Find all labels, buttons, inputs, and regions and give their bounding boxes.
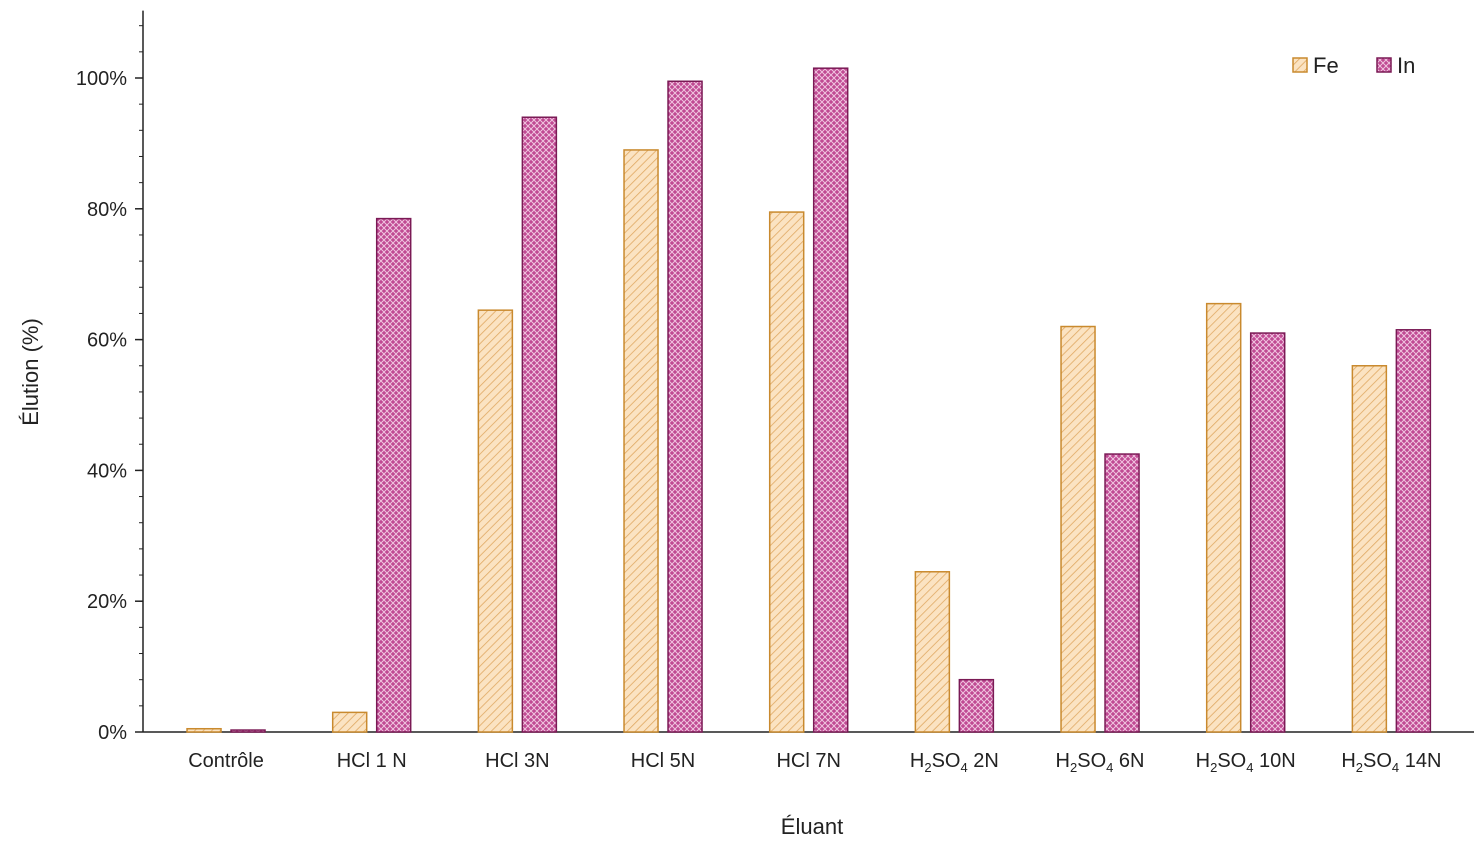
bar-fe-2 (477, 309, 514, 733)
y-tick-label: 40% (87, 460, 127, 482)
x-tick-label: H2SO4 10N (1196, 750, 1296, 775)
bar-fe-0 (186, 727, 222, 733)
x-axis-title: Éluant (781, 814, 843, 839)
bar-fe-7 (1205, 302, 1242, 733)
y-tick-label: 0% (98, 722, 127, 744)
bar-in-2 (521, 116, 558, 733)
x-tick-label: HCl 7N (776, 750, 840, 772)
y-tick-label: 80% (87, 199, 127, 221)
legend-label-in: In (1397, 53, 1415, 78)
legend: Fe In (1292, 53, 1415, 78)
y-tick-label: 20% (87, 591, 127, 613)
bar-in-0 (230, 729, 266, 733)
bar-in-6 (1104, 453, 1140, 733)
bars (186, 67, 1432, 733)
bar-fe-1 (331, 711, 368, 733)
bar-fe-6 (1060, 325, 1096, 733)
x-axis: Contrôle HCl 1 N HCl 3N HCl 5N HCl 7N H2SO4 2… (143, 731, 1474, 775)
bar-fe-4 (768, 211, 805, 733)
x-tick-label: H2SO4 2N (910, 750, 999, 775)
x-tick-label: HCl 3N (485, 750, 549, 772)
bar-in-8 (1395, 329, 1432, 733)
x-tick-label: H2SO4 6N (1056, 750, 1145, 775)
legend-swatch-in (1376, 57, 1392, 73)
y-axis-title: Élution (%) (18, 318, 43, 426)
bar-in-3 (667, 80, 703, 733)
y-axis: 0% 20% 40% 60% 80% 100% (76, 10, 144, 744)
y-tick-label: 100% (76, 68, 127, 90)
bar-fe-5 (914, 571, 951, 733)
bar-fe-3 (623, 149, 659, 733)
x-tick-label: HCl 5N (631, 750, 695, 772)
bar-in-4 (812, 67, 849, 733)
y-tick-label: 60% (87, 330, 127, 352)
legend-label-fe: Fe (1313, 53, 1339, 78)
legend-swatch-fe (1292, 57, 1308, 73)
bar-fe-8 (1351, 365, 1388, 733)
bar-in-7 (1249, 332, 1286, 733)
x-tick-label: H2SO4 14N (1341, 750, 1441, 775)
x-tick-label: HCl 1 N (337, 750, 407, 772)
bar-in-5 (958, 678, 995, 733)
bar-in-1 (375, 217, 412, 733)
x-tick-label: Contrôle (188, 750, 264, 772)
